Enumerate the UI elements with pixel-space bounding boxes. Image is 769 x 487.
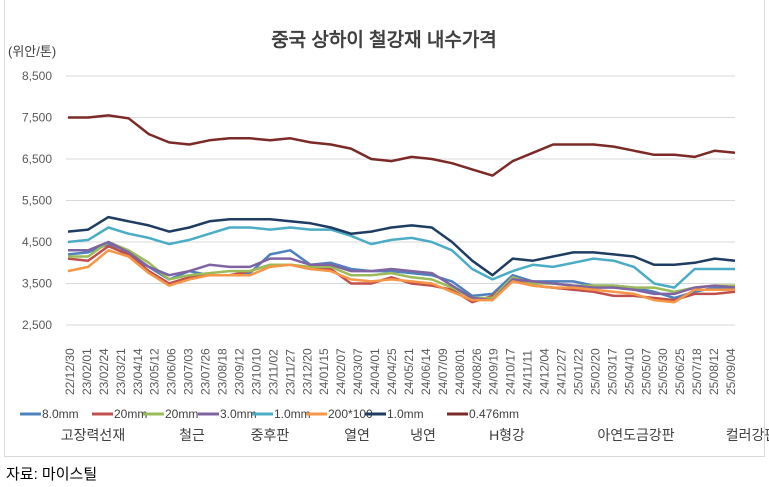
x-tick-label: 23/02/01 bbox=[80, 348, 94, 395]
x-tick-label: 25/04/10 bbox=[622, 348, 636, 395]
legend-spec: 1.0mm bbox=[387, 407, 424, 421]
y-tick-label: 4,500 bbox=[22, 235, 52, 249]
series-line-3 bbox=[68, 240, 736, 302]
legend-name: H형강 bbox=[489, 427, 525, 443]
y-tick-label: 5,500 bbox=[22, 194, 52, 208]
x-tick-label: 24/03/07 bbox=[351, 348, 365, 395]
legend-spec: 1.0mm bbox=[274, 407, 311, 421]
legend-name: 철근 bbox=[179, 427, 205, 443]
x-tick-label: 23/12/20 bbox=[300, 348, 314, 395]
x-tick-label: 24/05/21 bbox=[402, 348, 416, 395]
x-tick-label: 23/08/18 bbox=[216, 348, 230, 395]
x-tick-label: 25/02/20 bbox=[588, 348, 602, 395]
x-tick-label: 23/11/02 bbox=[266, 349, 280, 395]
x-tick-label: 24/06/14 bbox=[419, 348, 433, 395]
legend-spec: 8.0mm bbox=[42, 407, 79, 421]
x-tick-label: 24/09/19 bbox=[487, 348, 501, 395]
chart-frame bbox=[4, 0, 765, 457]
x-tick-label: 23/05/12 bbox=[148, 348, 162, 395]
x-tick-label: 23/10/10 bbox=[249, 348, 263, 395]
x-tick-label: 25/01/22 bbox=[571, 348, 585, 395]
y-axis-unit: (위안/톤) bbox=[8, 44, 56, 59]
x-tick-label: 23/04/14 bbox=[131, 348, 145, 395]
x-tick-label: 23/06/06 bbox=[165, 348, 179, 395]
legend-name: 고장력선재 bbox=[61, 427, 125, 443]
x-tick-label: 24/02/07 bbox=[334, 348, 348, 395]
x-tick-label: 24/11/11 bbox=[521, 350, 535, 395]
x-tick-label: 25/05/30 bbox=[656, 348, 670, 395]
x-tick-label: 23/03/21 bbox=[114, 348, 128, 395]
x-tick-label: 23/11/27 bbox=[283, 349, 297, 395]
x-tick-label: 23/02/24 bbox=[97, 348, 111, 395]
chart-title: 중국 상하이 철강재 내수가격 bbox=[271, 29, 497, 51]
x-tick-label: 25/05/07 bbox=[639, 348, 653, 395]
y-tick-label: 6,500 bbox=[22, 152, 52, 166]
x-tick-label: 24/04/25 bbox=[385, 348, 399, 395]
legend-spec: 200*100 bbox=[328, 407, 373, 421]
x-tick-label: 25/03/17 bbox=[605, 348, 619, 395]
y-tick-label: 8,500 bbox=[22, 69, 52, 83]
y-tick-label: 3,500 bbox=[22, 277, 52, 291]
x-tick-label: 25/08/12 bbox=[707, 348, 721, 395]
x-tick-label: 23/07/26 bbox=[199, 348, 213, 395]
y-tick-label: 7,500 bbox=[22, 111, 52, 125]
legend-spec: 3.0mm bbox=[220, 407, 257, 421]
legend-name: 열연 bbox=[344, 427, 370, 443]
x-tick-label: 24/10/17 bbox=[504, 348, 518, 395]
legend-spec: 20mm bbox=[165, 407, 198, 421]
source-note: 자료: 마이스틸 bbox=[6, 466, 98, 483]
x-tick-label: 23/07/03 bbox=[182, 348, 196, 395]
x-tick-label: 22/12/30 bbox=[63, 348, 77, 395]
x-tick-label: 24/12/04 bbox=[538, 348, 552, 395]
series-line-2 bbox=[68, 240, 735, 300]
legend-name: 냉연 bbox=[410, 427, 436, 443]
series-line-5 bbox=[67, 249, 735, 304]
x-tick-label: 23/09/12 bbox=[232, 348, 246, 395]
x-tick-label: 25/06/25 bbox=[673, 348, 687, 395]
x-tick-label: 24/08/01 bbox=[453, 348, 467, 395]
series-line-7 bbox=[68, 114, 736, 177]
legend-name: 중후판 bbox=[251, 427, 290, 443]
legend-spec: 20mm bbox=[114, 407, 147, 421]
x-tick-label: 25/09/04 bbox=[724, 348, 738, 395]
legend-spec: 0.476mm bbox=[469, 407, 519, 421]
legend-name: 컬러강판 bbox=[726, 427, 769, 443]
legend-name: 아연도금강판 bbox=[597, 427, 674, 443]
x-tick-label: 24/07/09 bbox=[436, 348, 450, 395]
series-line-4 bbox=[67, 226, 735, 289]
y-tick-label: 2,500 bbox=[22, 318, 52, 332]
x-tick-label: 24/04/01 bbox=[368, 348, 382, 395]
x-tick-label: 24/01/15 bbox=[317, 348, 331, 395]
series-line-6 bbox=[67, 215, 736, 277]
x-tick-label: 25/07/18 bbox=[690, 348, 704, 395]
x-tick-label: 24/12/27 bbox=[555, 348, 569, 395]
x-tick-label: 24/08/26 bbox=[470, 348, 484, 395]
